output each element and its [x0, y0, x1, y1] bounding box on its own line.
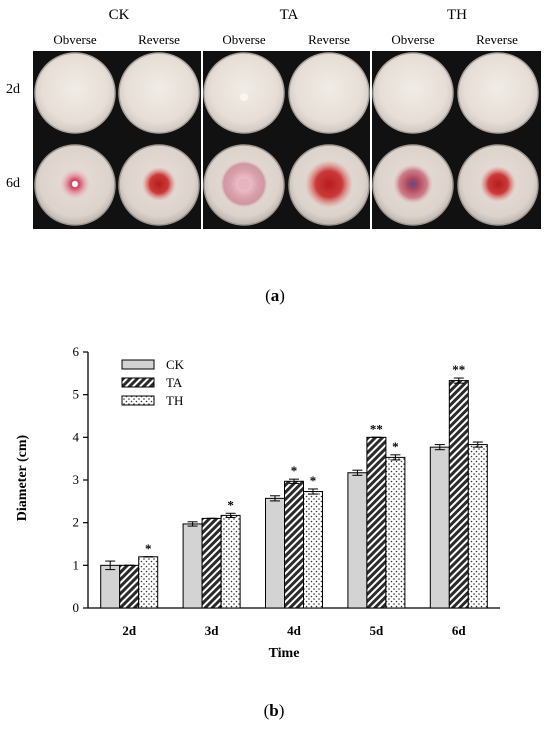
bar-ck-5d: [347, 472, 368, 609]
y-tick-label: 4: [73, 429, 80, 444]
x-axis-label: Time: [269, 646, 300, 661]
side-label-ck-obverse: Obverse: [53, 32, 97, 47]
plate-6d-th-obverse: [372, 144, 454, 226]
legend-label-th: TH: [166, 393, 183, 408]
bar-ta-6d: [448, 380, 469, 609]
bar-ck-3d: [182, 523, 203, 609]
bar-ta-4d: [284, 480, 304, 609]
significance-mark: *: [310, 473, 317, 488]
plate-6d-ta-reverse: [288, 144, 370, 226]
y-tick-label: 1: [73, 557, 80, 572]
x-tick-label: 4d: [287, 623, 302, 638]
bar-th-6d: [467, 444, 488, 609]
legend-label-ck: CK: [166, 357, 185, 372]
y-tick-label: 3: [73, 472, 80, 487]
legend-swatch-ta: [121, 377, 155, 388]
x-tick-label: 5d: [370, 623, 385, 638]
bar-ta-3d: [201, 517, 222, 609]
side-label-th-obverse: Obverse: [391, 32, 435, 47]
side-label-ck-reverse: Reverse: [138, 32, 180, 47]
plate-2d-th-reverse: [457, 52, 539, 134]
significance-mark: *: [392, 439, 399, 454]
side-label-th-reverse: Reverse: [476, 32, 518, 47]
bar-th-5d: [385, 456, 406, 609]
plate-2d-ta-obverse: [203, 52, 285, 134]
plate-2d-ck-reverse: [118, 52, 200, 134]
bar-ta-5d: [366, 436, 387, 609]
y-tick-label: 5: [73, 387, 80, 402]
plate-photo-grid: [33, 51, 541, 229]
side-label-ta-obverse: Obverse: [222, 32, 266, 47]
y-tick-label: 6: [73, 344, 80, 359]
bar-th-3d: [220, 514, 241, 609]
x-tick-label: 6d: [452, 623, 467, 638]
bar-th-2d: [138, 556, 159, 609]
plate-6d-ck-reverse: [118, 144, 200, 226]
plate-6d-ta-obverse: [203, 144, 285, 226]
bar-ck-2d: [100, 564, 121, 609]
significance-mark: *: [145, 541, 152, 556]
plate-2d-th-obverse: [372, 52, 454, 134]
y-tick-label: 0: [73, 600, 80, 615]
significance-mark: **: [370, 421, 383, 436]
row-label-2d: 2d: [6, 82, 20, 97]
significance-mark: **: [452, 362, 465, 377]
panel-b-caption: (b): [263, 701, 285, 720]
group-label-th: TH: [447, 7, 467, 23]
group-label-ta: TA: [279, 7, 299, 23]
y-tick-label: 2: [73, 515, 80, 530]
plate-photos: [34, 51, 539, 229]
significance-mark: *: [227, 497, 234, 512]
y-axis-label: Diameter (cm): [15, 434, 30, 521]
row-label-6d: 6d: [6, 176, 20, 191]
legend-swatch-th: [121, 395, 155, 406]
significance-mark: *: [291, 463, 298, 478]
group-label-ck: CK: [108, 7, 130, 23]
bar-ta-2d: [119, 564, 140, 609]
plate-2d-ck-obverse: [34, 52, 116, 134]
bar-ck-4d: [265, 497, 285, 609]
group-separator: [370, 51, 372, 229]
bar-ck-6d: [429, 446, 450, 609]
bar-th-4d: [303, 491, 323, 609]
plate-2d-ta-reverse: [288, 52, 370, 134]
group-separator: [201, 51, 203, 229]
plate-6d-th-reverse: [457, 144, 539, 226]
x-tick-label: 3d: [205, 623, 220, 638]
legend-label-ta: TA: [166, 375, 183, 390]
x-tick-label: 2d: [122, 623, 137, 638]
legend-swatch-ck: [121, 359, 155, 370]
side-label-ta-reverse: Reverse: [308, 32, 350, 47]
panel-a-caption: (a): [265, 286, 285, 305]
plate-6d-ck-obverse: [34, 144, 116, 226]
